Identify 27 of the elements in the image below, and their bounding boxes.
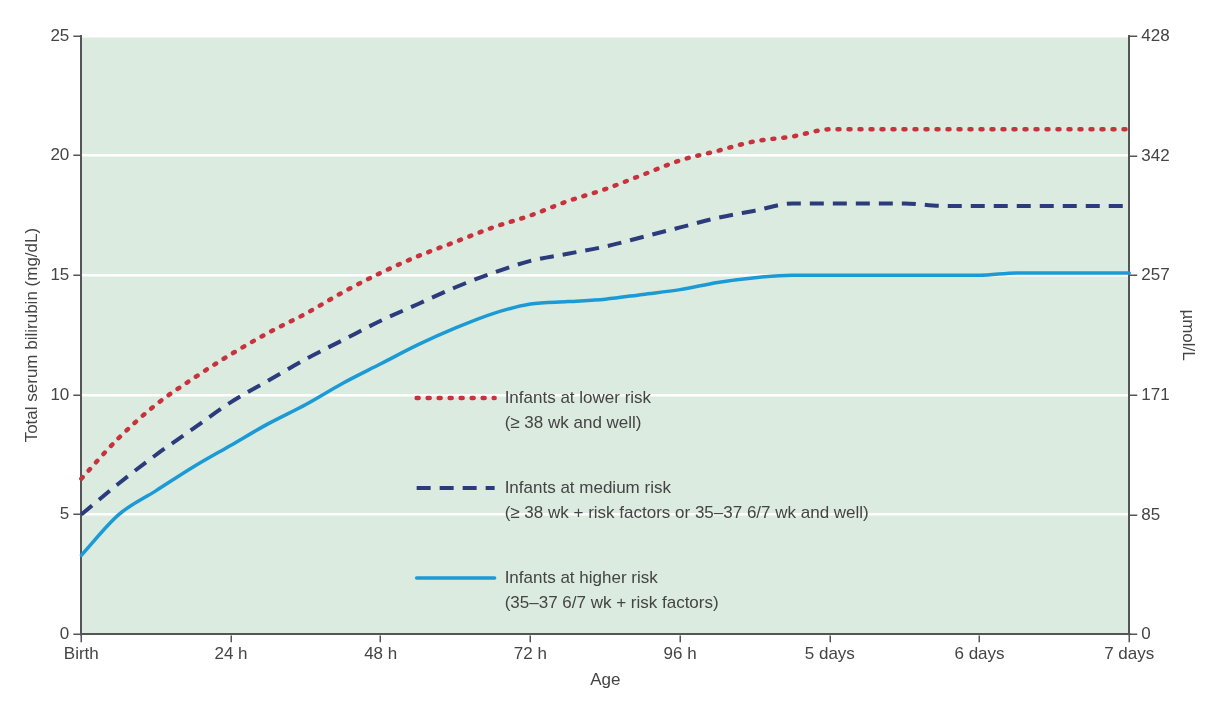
y2-tick-label: 257 [1141, 264, 1170, 284]
y2-tick-label: 0 [1141, 623, 1151, 643]
y2-tick-label: 171 [1141, 384, 1170, 404]
y-tick-label: 0 [59, 623, 70, 643]
x-tick-label: Birth [63, 644, 99, 664]
x-axis-title: Age [590, 670, 621, 690]
line-series [79, 271, 1131, 557]
x-tick-label: 7 days [1104, 644, 1155, 664]
legend-label: Infants at lower risk (≥ 38 wk and well) [504, 387, 652, 432]
x-tick-label: 24 h [214, 644, 248, 664]
x-tick-label: 96 h [663, 644, 697, 664]
y2-axis-title: µmol/L [1179, 309, 1199, 361]
legend-label: Infants at higher risk (35–37 6/7 wk + risk factors) [504, 567, 719, 612]
y2-tick-label: 428 [1141, 25, 1170, 45]
x-tick-label: 72 h [513, 644, 547, 664]
y2-tick-label: 342 [1141, 145, 1170, 165]
y-tick-label: 15 [50, 264, 70, 284]
x-tick-label: 6 days [954, 644, 1005, 664]
x-tick-label: 48 h [364, 644, 398, 664]
y-tick-label: 10 [50, 384, 70, 404]
y2-tick-label: 85 [1141, 505, 1161, 525]
legend-label: Infants at medium risk (≥ 38 wk + risk factors or 35–37 6/7 wk and well) [504, 477, 869, 522]
y-tick-label: 5 [59, 504, 70, 524]
y-tick-label: 25 [50, 25, 70, 45]
y-tick-label: 20 [50, 145, 70, 165]
x-tick-label: 5 days [804, 644, 855, 664]
y-axis-title: Total serum bilirubin (mg/dL) [21, 227, 41, 443]
